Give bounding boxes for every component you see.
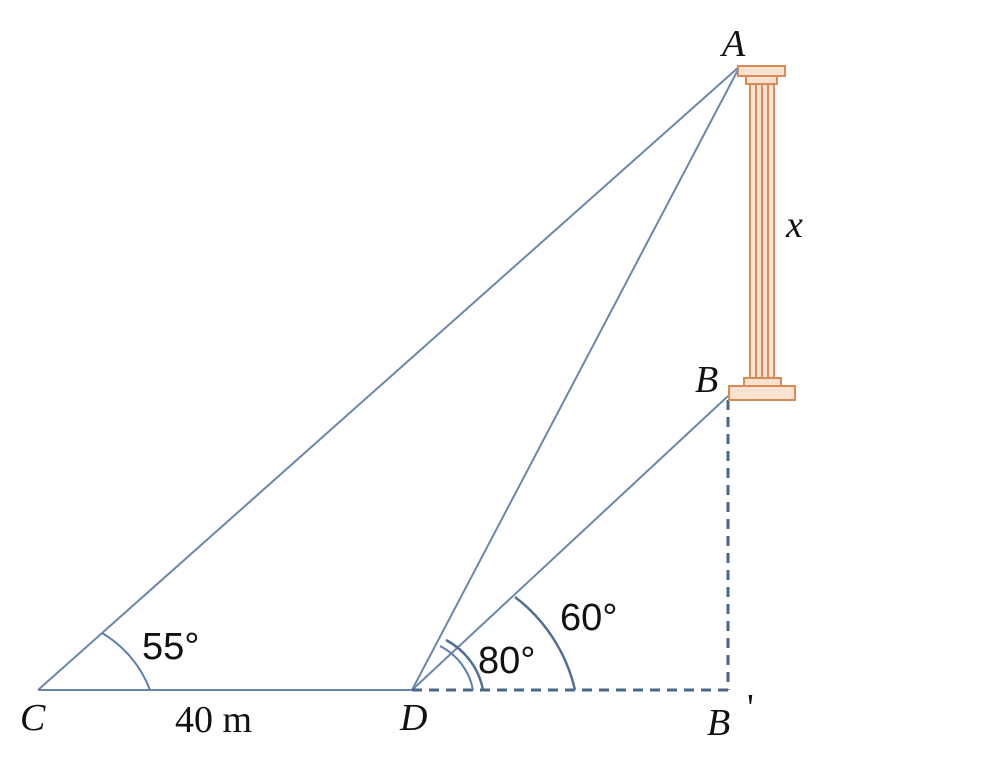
label-point-d: D: [399, 697, 427, 739]
label-angle-60: 60°: [560, 597, 617, 639]
line-db: [411, 395, 729, 691]
label-height-x: x: [785, 204, 803, 246]
angle-arc-c: [101, 632, 151, 691]
label-angle-55: 55°: [142, 626, 199, 668]
angle-arc-d-80-inner: [439, 645, 474, 691]
line-ca: [37, 65, 741, 691]
label-point-c: C: [20, 697, 46, 739]
label-distance-cd: 40 m: [175, 699, 252, 741]
label-angle-80: 80°: [478, 640, 535, 682]
label-point-a: A: [719, 23, 746, 65]
angle-arc-d-80: [445, 638, 485, 691]
label-prime-mark: ': [747, 687, 754, 729]
column-base-upper: [743, 377, 782, 387]
angle-arc-d-60: [514, 596, 577, 691]
column-base-lower: [728, 385, 796, 401]
line-da: [411, 65, 741, 691]
label-point-b-prime: B: [707, 702, 730, 744]
label-point-b: B: [695, 359, 718, 401]
column-capital-neck: [745, 75, 778, 85]
column-capital-top: [737, 65, 786, 77]
greek-column-icon: [728, 65, 796, 401]
